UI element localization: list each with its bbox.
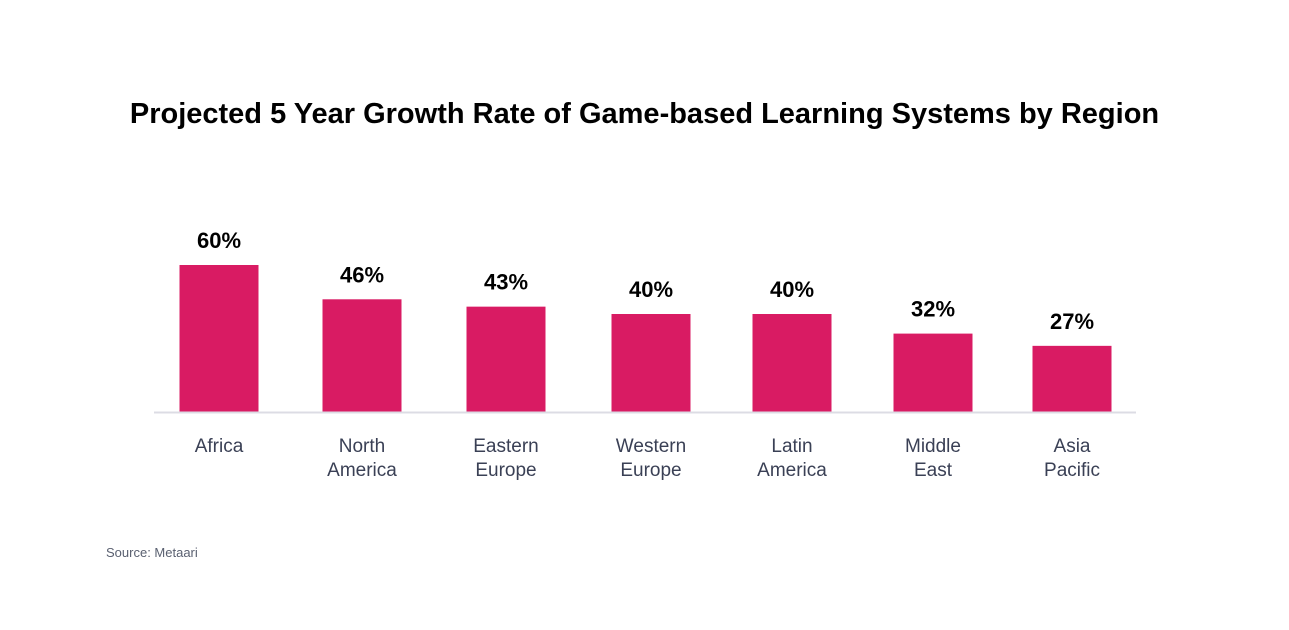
chart-title: Projected 5 Year Growth Rate of Game-bas… — [129, 98, 1160, 130]
category-label: Western — [616, 436, 686, 457]
category-label: Africa — [195, 436, 244, 457]
category-label: Latin — [771, 436, 812, 457]
bar — [1032, 345, 1112, 412]
data-label: 27% — [1050, 309, 1094, 334]
source-note: Source: Metaari — [106, 545, 198, 560]
category-label: Europe — [620, 460, 681, 481]
category-label: East — [914, 460, 953, 481]
category-label: Middle — [905, 436, 961, 457]
bar — [893, 333, 973, 412]
category-label: America — [327, 460, 397, 481]
category-label: Asia — [1054, 436, 1091, 457]
category-label: Eastern — [473, 436, 538, 457]
bar — [466, 306, 546, 412]
data-label: 32% — [911, 297, 955, 322]
bar — [752, 314, 832, 412]
data-label: 43% — [484, 270, 528, 295]
category-label: Pacific — [1044, 460, 1100, 481]
bar — [611, 314, 691, 412]
bar — [179, 265, 259, 412]
category-label: North — [339, 436, 385, 457]
bar — [322, 299, 402, 412]
data-label: 40% — [629, 277, 673, 302]
category-label: America — [757, 460, 827, 481]
data-label: 40% — [770, 277, 814, 302]
data-label: 60% — [197, 228, 241, 253]
data-label: 46% — [340, 262, 384, 287]
category-label: Europe — [475, 460, 536, 481]
